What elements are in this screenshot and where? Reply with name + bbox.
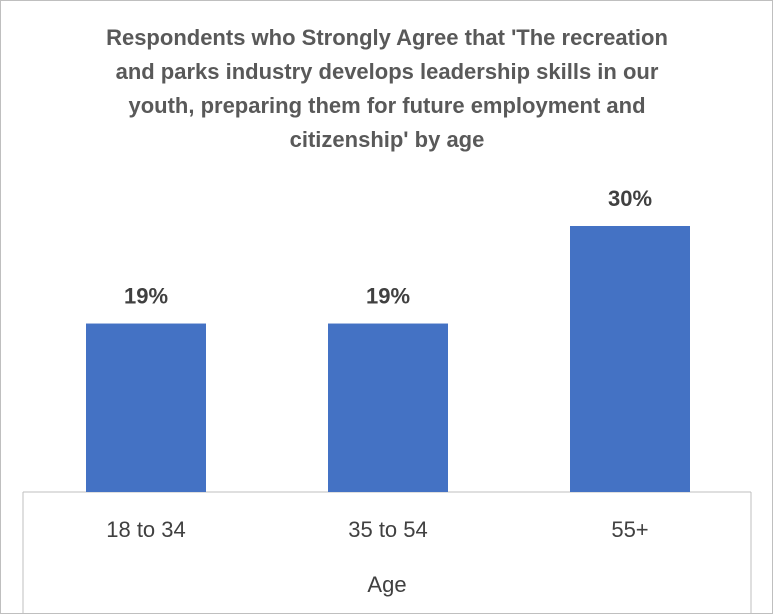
data-label: 19% <box>366 283 410 308</box>
data-label: 30% <box>608 186 652 211</box>
bar <box>570 226 690 492</box>
bar <box>328 323 448 492</box>
x-axis-title: Age <box>367 572 406 597</box>
x-tick-label: 18 to 34 <box>106 517 186 542</box>
data-label: 19% <box>124 283 168 308</box>
chart-title: Respondents who Strongly Agree that 'The… <box>106 25 668 152</box>
x-tick-label: 35 to 54 <box>348 517 428 542</box>
bar <box>86 323 206 492</box>
x-tick-label: 55+ <box>611 517 648 542</box>
